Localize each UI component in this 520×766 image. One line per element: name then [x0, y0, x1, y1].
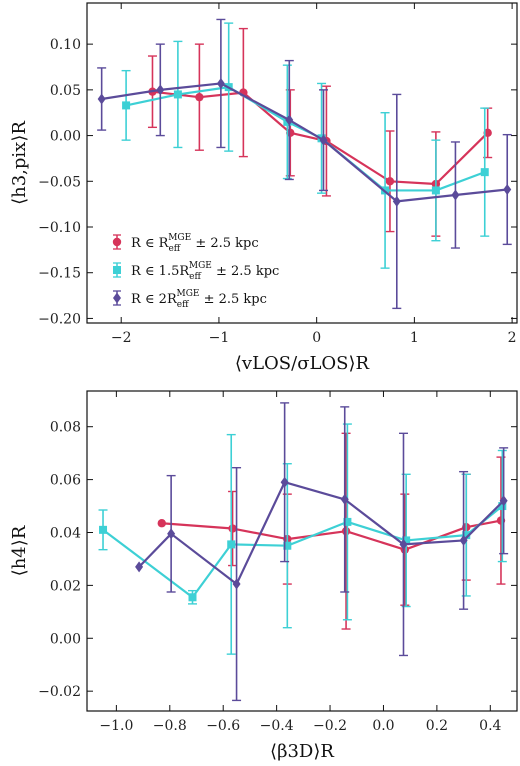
x-tick-label: −2 — [111, 330, 132, 346]
data-point — [286, 128, 295, 138]
data-point — [385, 177, 395, 186]
data-point — [156, 84, 165, 96]
legend-label: R ∈ 2ReffMGE ± 2.5 kpc — [131, 289, 267, 310]
data-point — [503, 184, 512, 196]
data-point — [462, 531, 471, 540]
top-panel: −2 −1 0 1 2 −0.20 −0.15 −0.10 −0.05 0.00 0.05 0.10 ⟨… — [9, 2, 518, 374]
series-line — [125, 86, 486, 192]
data-point — [228, 524, 237, 533]
data-point — [99, 525, 108, 534]
x-tick-label: −0.6 — [206, 718, 240, 734]
data-point — [232, 578, 241, 590]
data-point — [341, 526, 351, 536]
x-tick-label: −1 — [209, 330, 230, 346]
data-point — [392, 195, 401, 207]
data-point — [499, 495, 508, 507]
x-tick-label: 2 — [508, 330, 517, 346]
data-point — [216, 77, 225, 89]
data-point — [195, 92, 204, 102]
data-point — [188, 593, 197, 602]
data-point — [157, 519, 166, 528]
series-square — [98, 423, 507, 655]
data-point — [431, 186, 440, 195]
data-point — [451, 189, 460, 201]
data-point — [498, 502, 507, 511]
series-line — [138, 481, 505, 586]
data-point — [167, 528, 176, 540]
y-tick-label: 0.00 — [50, 129, 81, 145]
data-point — [283, 541, 292, 550]
data-point — [122, 101, 131, 110]
data-point — [402, 536, 411, 545]
y-tick-label: 0.10 — [50, 37, 81, 53]
y-tick-label: −0.15 — [38, 266, 81, 282]
data-point — [343, 517, 352, 526]
y-tick-label: −0.20 — [38, 311, 81, 327]
bottom-panel: −1.0 −0.8 −0.6 −0.4 −0.2 0.0 0.2 0.4 −0.02 0.00 0.… — [9, 390, 518, 762]
data-point — [280, 476, 289, 488]
x-tick-label: 0.0 — [372, 718, 394, 734]
data-point — [399, 538, 408, 550]
plot-frame — [86, 390, 518, 712]
data-point — [483, 128, 492, 138]
y-tick-label: 0.04 — [50, 525, 81, 541]
data-point — [97, 93, 106, 105]
legend: R ∈ ReffMGE ± 2.5 kpc R ∈ 1.5ReffMGE ± 2.… — [112, 233, 279, 310]
series-circle — [147, 27, 493, 237]
x-tick-label: 0 — [312, 330, 321, 346]
series-line — [101, 82, 508, 203]
legend-marker — [113, 292, 121, 304]
legend-label: R ∈ 1.5ReffMGE ± 2.5 kpc — [131, 261, 279, 282]
x-tick-label: 1 — [410, 330, 419, 346]
legend-marker — [112, 237, 122, 247]
series-circle — [157, 432, 506, 630]
y-tick-label: −0.05 — [38, 174, 81, 190]
data-point — [285, 114, 294, 126]
y-tick-label: 0.08 — [50, 420, 81, 436]
y-tick-label: 0.00 — [50, 631, 81, 647]
x-tick-label: −0.2 — [313, 718, 347, 734]
data-point — [459, 534, 468, 546]
y-tick-label: 0.06 — [50, 473, 81, 489]
series-diamond — [135, 402, 509, 702]
series-line — [152, 90, 489, 186]
series-diamond — [97, 18, 512, 310]
x-axis-label: ⟨β3D⟩R — [270, 741, 334, 762]
y-axis-label: ⟨h4⟩R — [9, 525, 30, 576]
data-point — [340, 493, 349, 505]
y-tick-label: 0.05 — [50, 83, 81, 99]
legend-marker — [113, 266, 121, 274]
y-tick-label: −0.02 — [38, 684, 81, 700]
data-point — [480, 168, 489, 177]
legend-label: R ∈ ReffMGE ± 2.5 kpc — [131, 233, 259, 254]
y-axis-label: ⟨h3,pix⟩R — [9, 121, 30, 205]
y-tick-label: 0.02 — [50, 578, 81, 594]
plot-frame — [86, 2, 518, 324]
series-line — [102, 505, 504, 599]
x-tick-label: −0.4 — [260, 718, 294, 734]
series-line — [161, 519, 502, 551]
data-point — [173, 90, 182, 99]
x-tick-label: −0.8 — [153, 718, 187, 734]
data-point — [319, 134, 328, 146]
x-tick-label: 0.4 — [479, 718, 501, 734]
x-tick-label: −1.0 — [99, 718, 133, 734]
series-square — [121, 22, 490, 269]
data-point — [135, 561, 144, 573]
x-tick-label: 0.2 — [426, 718, 448, 734]
data-point — [227, 540, 236, 549]
x-axis-label: ⟨vLOS/σLOS⟩R — [235, 353, 370, 374]
y-tick-label: −0.10 — [38, 220, 81, 236]
